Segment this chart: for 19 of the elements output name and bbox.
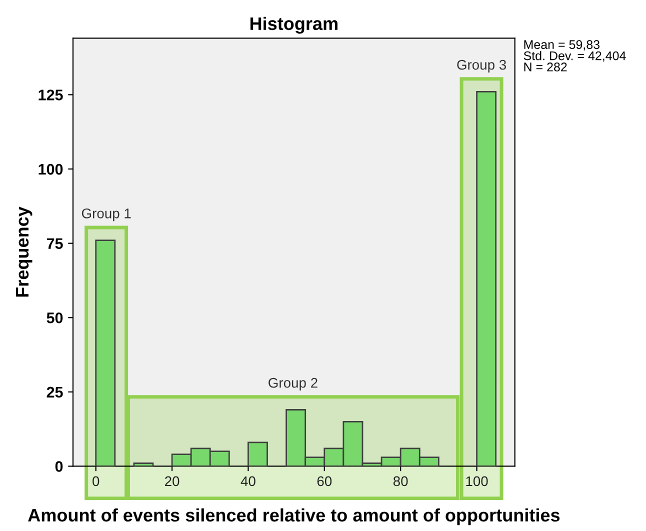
- x-tick-label: 60: [317, 476, 332, 486]
- y-tick-label: 75: [46, 238, 63, 249]
- x-tick-label: 40: [240, 476, 256, 486]
- x-tick-label: 20: [165, 476, 180, 486]
- x-axis-title: Amount of events silenced relative to amount of opportunities: [28, 508, 560, 526]
- y-axis-title: Frequency: [16, 206, 32, 297]
- band-label: Group 2: [268, 378, 318, 390]
- y-tick-label: 125: [38, 90, 63, 100]
- band-label: Group 1: [82, 208, 131, 222]
- x-tick-label: 100: [466, 476, 488, 486]
- x-tick-label: 0: [92, 476, 100, 486]
- band-label: Group 3: [457, 60, 506, 72]
- y-tick-label: 25: [46, 386, 63, 398]
- y-tick-label: 100: [38, 164, 63, 175]
- x-tick-label: 80: [393, 476, 408, 486]
- y-tick-label: 50: [46, 312, 63, 324]
- chart-title: Histogram: [250, 16, 338, 34]
- y-tick-label: 0: [55, 461, 63, 472]
- text: Mean = 59,83 Std. Dev. = 42,404 N = 282: [524, 40, 626, 72]
